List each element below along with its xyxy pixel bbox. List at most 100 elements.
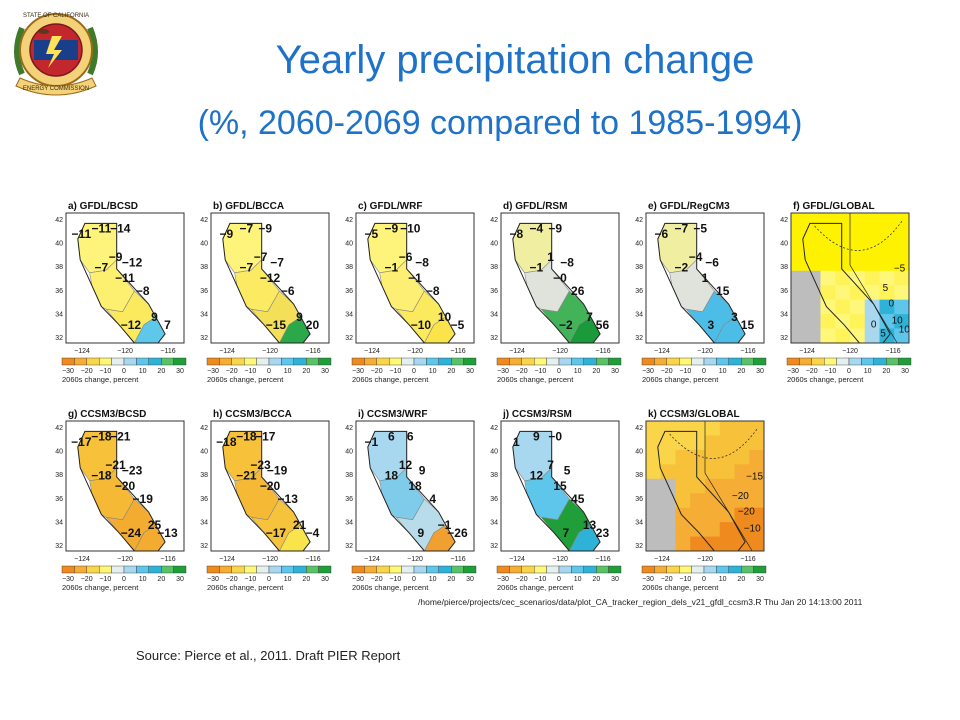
grid-cell	[850, 270, 866, 286]
colorbar-tick-label: −20	[226, 368, 238, 375]
region-change-value: −21	[110, 430, 131, 444]
grid-cell	[705, 507, 721, 523]
region-change-value: 1	[513, 435, 520, 449]
grid-cell	[879, 213, 895, 228]
region-change-value: 5	[564, 463, 571, 477]
grid-cell	[675, 435, 691, 451]
grid-cell	[835, 227, 851, 243]
region-change-value: 1	[702, 271, 709, 285]
grid-cell	[835, 328, 851, 344]
region-change-value: 6	[407, 430, 414, 444]
contour-label: −15	[746, 472, 763, 483]
grid-cell	[894, 241, 910, 257]
grid-cell	[805, 285, 821, 300]
region-change-value: −23	[250, 458, 271, 472]
region-change-value: 13	[583, 518, 597, 532]
colorbar-tick-label: 10	[429, 368, 437, 375]
grid-cell	[850, 328, 866, 344]
california-outline	[77, 430, 166, 552]
colorbar-swatch	[281, 565, 294, 574]
grid-cell	[894, 213, 910, 228]
colorbar-tick-label: −30	[642, 576, 654, 583]
region-change-value: −1	[438, 518, 452, 532]
california-outline	[512, 430, 601, 552]
grid-cell	[675, 536, 691, 552]
colorbar-swatch	[74, 357, 88, 366]
colorbar-swatch	[413, 565, 427, 574]
grid-cell	[864, 299, 880, 315]
region-change-value: 7	[586, 310, 593, 324]
colorbar-swatch	[243, 565, 257, 574]
colorbar-swatch	[728, 357, 742, 366]
grid-cell	[879, 299, 895, 315]
grid-cell	[719, 421, 735, 436]
lat-tick-label: 34	[345, 519, 353, 526]
panel-title: i) CCSM3/WRF	[358, 409, 427, 420]
lat-tick-label: 32	[635, 543, 643, 550]
lat-tick-label: 36	[345, 288, 353, 295]
region-change-value: 4	[429, 492, 436, 506]
grid-cell	[719, 449, 735, 465]
grid-cell	[894, 256, 910, 272]
region-change-value: −12	[122, 255, 143, 269]
lon-tick-label: −120	[262, 556, 278, 563]
colorbar-swatch	[219, 357, 232, 366]
panel-title: e) GFDL/RegCM3	[648, 201, 730, 212]
grid-cell	[879, 270, 895, 286]
colorbar-tick-label: 20	[592, 368, 600, 375]
colorbar-swatch	[534, 357, 547, 366]
lat-tick-label: 40	[345, 449, 353, 456]
colorbar-swatch	[389, 565, 402, 574]
colorbar-swatch	[716, 357, 730, 366]
region-change-value: −13	[278, 492, 299, 506]
grid-cell	[820, 285, 836, 300]
contour-label: −10	[744, 524, 761, 535]
grid-cell	[835, 285, 851, 300]
colorbar-swatch	[268, 357, 282, 366]
colorbar-swatch	[438, 357, 452, 366]
lon-tick-label: −116	[595, 556, 610, 563]
lat-tick-label: 38	[635, 472, 643, 479]
colorbar-tick-label: 20	[447, 368, 455, 375]
lat-tick-label: 34	[635, 311, 643, 318]
colorbar-label: 2060s change, percent	[787, 375, 864, 384]
grid-cell	[749, 449, 765, 465]
region-change-value: 9	[419, 463, 426, 477]
lat-tick-label: 42	[200, 425, 208, 432]
colorbar-swatch	[496, 357, 510, 366]
grid-cell	[734, 464, 750, 480]
colorbar-label: 2060s change, percent	[62, 375, 139, 384]
colorbar-swatch	[173, 565, 187, 574]
lat-tick-label: 32	[490, 335, 498, 342]
lat-tick-label: 32	[55, 543, 63, 550]
colorbar-swatch	[61, 357, 75, 366]
grid-cell	[894, 270, 910, 286]
lat-tick-label: 40	[635, 241, 643, 248]
grid-cell	[791, 213, 807, 228]
colorbar-swatch	[666, 357, 680, 366]
colorbar-swatch	[136, 565, 150, 574]
region-change-value: 9	[151, 310, 158, 324]
colorbar-tick-label: −10	[679, 576, 691, 583]
colorbar-swatch	[376, 357, 390, 366]
grid-cell	[734, 449, 750, 465]
contour-label: −20	[738, 507, 755, 518]
grid-cell	[791, 241, 807, 257]
colorbar-swatch	[836, 357, 850, 366]
grid-cell	[660, 493, 676, 508]
lon-tick-label: −120	[407, 348, 423, 355]
region-change-value: −7	[95, 261, 109, 275]
grid-cell	[646, 536, 662, 552]
grid-cell	[660, 435, 676, 451]
grid-cell	[705, 522, 721, 537]
colorbar-swatch	[641, 565, 655, 574]
colorbar-swatch	[861, 357, 875, 366]
colorbar-swatch	[426, 357, 439, 366]
colorbar-label: 2060s change, percent	[642, 375, 719, 384]
grid-cell	[850, 299, 866, 315]
region-change-value: −19	[267, 463, 288, 477]
region-change-value: −1	[385, 261, 399, 275]
grid-cell	[734, 435, 750, 451]
colorbar-swatch	[376, 565, 390, 574]
